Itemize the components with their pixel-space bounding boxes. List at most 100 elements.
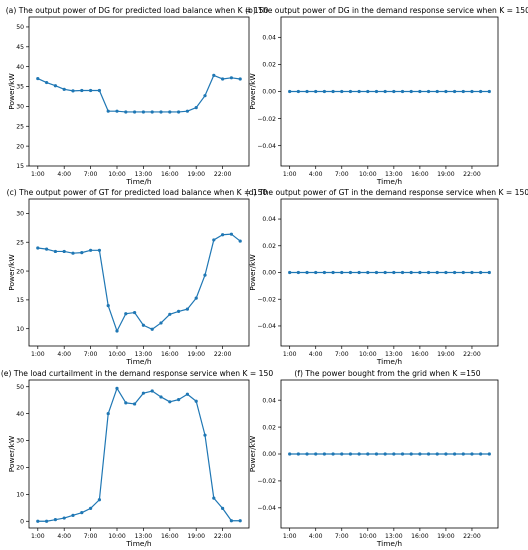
panel-e-x-tick-label: 7:00 — [84, 533, 98, 540]
panel-b-x-tick-label: 22:00 — [463, 171, 481, 178]
panel-d-data-point — [453, 270, 457, 275]
panel-f-data-point — [357, 452, 361, 456]
panel-d-data-point — [374, 270, 379, 275]
panel-f-data-point — [296, 452, 300, 456]
panel-b-y-tick-label: −0.04 — [257, 143, 276, 150]
panel-d-data-point — [418, 270, 422, 275]
panel-c-data-point — [203, 273, 207, 277]
panel-b-y-tick-label: 0.02 — [262, 62, 276, 69]
panel-e-data-point — [89, 506, 93, 510]
panel-a-y-tick-label: 20 — [16, 143, 24, 150]
panel-a-data-point — [36, 76, 40, 81]
panel-f-y-tick-label: −0.02 — [257, 478, 276, 485]
panel-d-x-tick-label: 1:00 — [283, 351, 297, 358]
panel-f-y-tick-label: 0.04 — [262, 397, 276, 404]
panel-c-data-point — [62, 249, 66, 254]
panel-f-x-tick-label: 1:00 — [283, 533, 297, 540]
panel-a-data-point — [229, 76, 233, 80]
panel-a-data-point — [159, 110, 163, 114]
panel-f-data-point — [348, 452, 353, 456]
panel-b-data-point — [296, 89, 300, 94]
panel-a-x-tick-label: 13:00 — [135, 171, 153, 178]
panel-c-data-point — [194, 296, 198, 300]
panel-d-x-tick-label: 13:00 — [385, 351, 403, 358]
panel-c-y-tick-label: 30 — [16, 211, 24, 218]
panel-f-data-point — [400, 452, 405, 456]
panel-c-y-tick-label: 10 — [16, 326, 24, 333]
panel-c-data-point — [159, 321, 163, 325]
panel-d-x-tick-label: 16:00 — [411, 351, 429, 358]
panel-e-data-point — [229, 519, 233, 523]
panel-c-y-axis-label: Power/kW — [7, 254, 16, 291]
panel-a-data-point — [71, 89, 75, 93]
panel-b-data-point — [453, 89, 457, 94]
panel-a-y-tick-label: 25 — [16, 123, 24, 130]
panel-d-y-axis-label: Power/kW — [248, 254, 257, 291]
panel-e-data-point — [106, 412, 110, 416]
panel-c-x-tick-label: 19:00 — [187, 351, 205, 358]
panel-e-x-tick-label: 16:00 — [161, 533, 179, 540]
panel-a-data-point — [53, 84, 58, 88]
panel-a-x-tick-label: 7:00 — [84, 171, 98, 178]
panel-f-y-tick-label: 0.00 — [262, 451, 276, 458]
panel-a-data-point — [141, 110, 145, 114]
panel-f-x-tick-label: 22:00 — [463, 533, 481, 540]
panel-d-data-point — [366, 270, 370, 275]
panel-b-data-point — [409, 89, 413, 94]
panel-e-data-point — [168, 400, 172, 404]
panel-b-data-point — [418, 89, 422, 94]
panel-b-data-point — [461, 89, 465, 94]
panel-a-y-tick-label: 15 — [16, 163, 24, 170]
panel-c-x-tick-label: 1:00 — [31, 351, 45, 358]
panel-b-title: (b) The output power of DG in the demand… — [245, 6, 528, 15]
panel-d-y-tick-label: −0.04 — [257, 323, 276, 330]
panel-e-data-point — [185, 392, 189, 396]
panel-a-y-tick-label: 35 — [16, 84, 24, 91]
panel-d-data-point — [470, 270, 474, 275]
panel-d-x-tick-label: 10:00 — [359, 351, 377, 358]
panel-e-data-point — [150, 389, 154, 393]
panel-d-x-axis-label: Time/h — [376, 357, 403, 366]
panel-b-data-point — [288, 89, 292, 94]
panel-a-series-line — [37, 74, 241, 113]
panel-a-data-point — [203, 94, 207, 98]
panel-f-data-point — [435, 452, 439, 456]
panel-f-y-tick-label: 0.02 — [262, 424, 276, 431]
panel-a-data-point — [62, 87, 66, 91]
panel-f-data-point — [374, 452, 379, 456]
panel-b-data-point — [470, 89, 474, 94]
panel-b-y-tick-label: 0.04 — [262, 35, 276, 42]
panel-c-data-point — [168, 312, 172, 316]
panel-e-y-tick-label: 20 — [16, 465, 24, 472]
panel-d-data-point — [296, 270, 300, 275]
panel-b-data-point — [383, 89, 387, 94]
panel-b-data-point — [348, 89, 353, 94]
panel-c-data-point — [124, 312, 128, 316]
panel-f-data-point — [340, 452, 344, 456]
panel-d-data-point — [409, 270, 413, 275]
panel-e-data-point — [115, 386, 119, 390]
panel-f-x-tick-label: 10:00 — [359, 533, 377, 540]
panel-b-data-point — [435, 89, 439, 94]
panel-c-axes-frame — [28, 198, 250, 347]
panel-c-data-point — [150, 327, 154, 331]
panel-e-data-point — [177, 398, 181, 402]
panel-e-data-point — [36, 519, 40, 523]
panel-d-x-tick-label: 7:00 — [335, 351, 349, 358]
panel-c-y-tick-label: 20 — [16, 268, 24, 275]
panel-e-x-tick-label: 13:00 — [135, 533, 153, 540]
panel-c-data-point — [141, 323, 145, 327]
panel-d-x-tick-label: 19:00 — [437, 351, 455, 358]
panel-f-title: (f) The power bought from the grid when … — [294, 369, 480, 378]
panel-c-data-point — [97, 248, 101, 252]
panel-c-x-tick-label: 10:00 — [108, 351, 126, 358]
panel-a-x-tick-label: 1:00 — [31, 171, 45, 178]
panel-c-x-tick-label: 4:00 — [57, 351, 71, 358]
panel-e-data-point — [45, 519, 49, 523]
panel-f-data-point — [383, 452, 387, 456]
panel-d-data-point — [348, 270, 353, 275]
panel-d-data-point — [314, 270, 318, 275]
panel-c-x-tick-label: 7:00 — [84, 351, 98, 358]
panel-e-data-point — [53, 518, 58, 522]
panel-f-y-tick-label: −0.04 — [257, 505, 276, 512]
